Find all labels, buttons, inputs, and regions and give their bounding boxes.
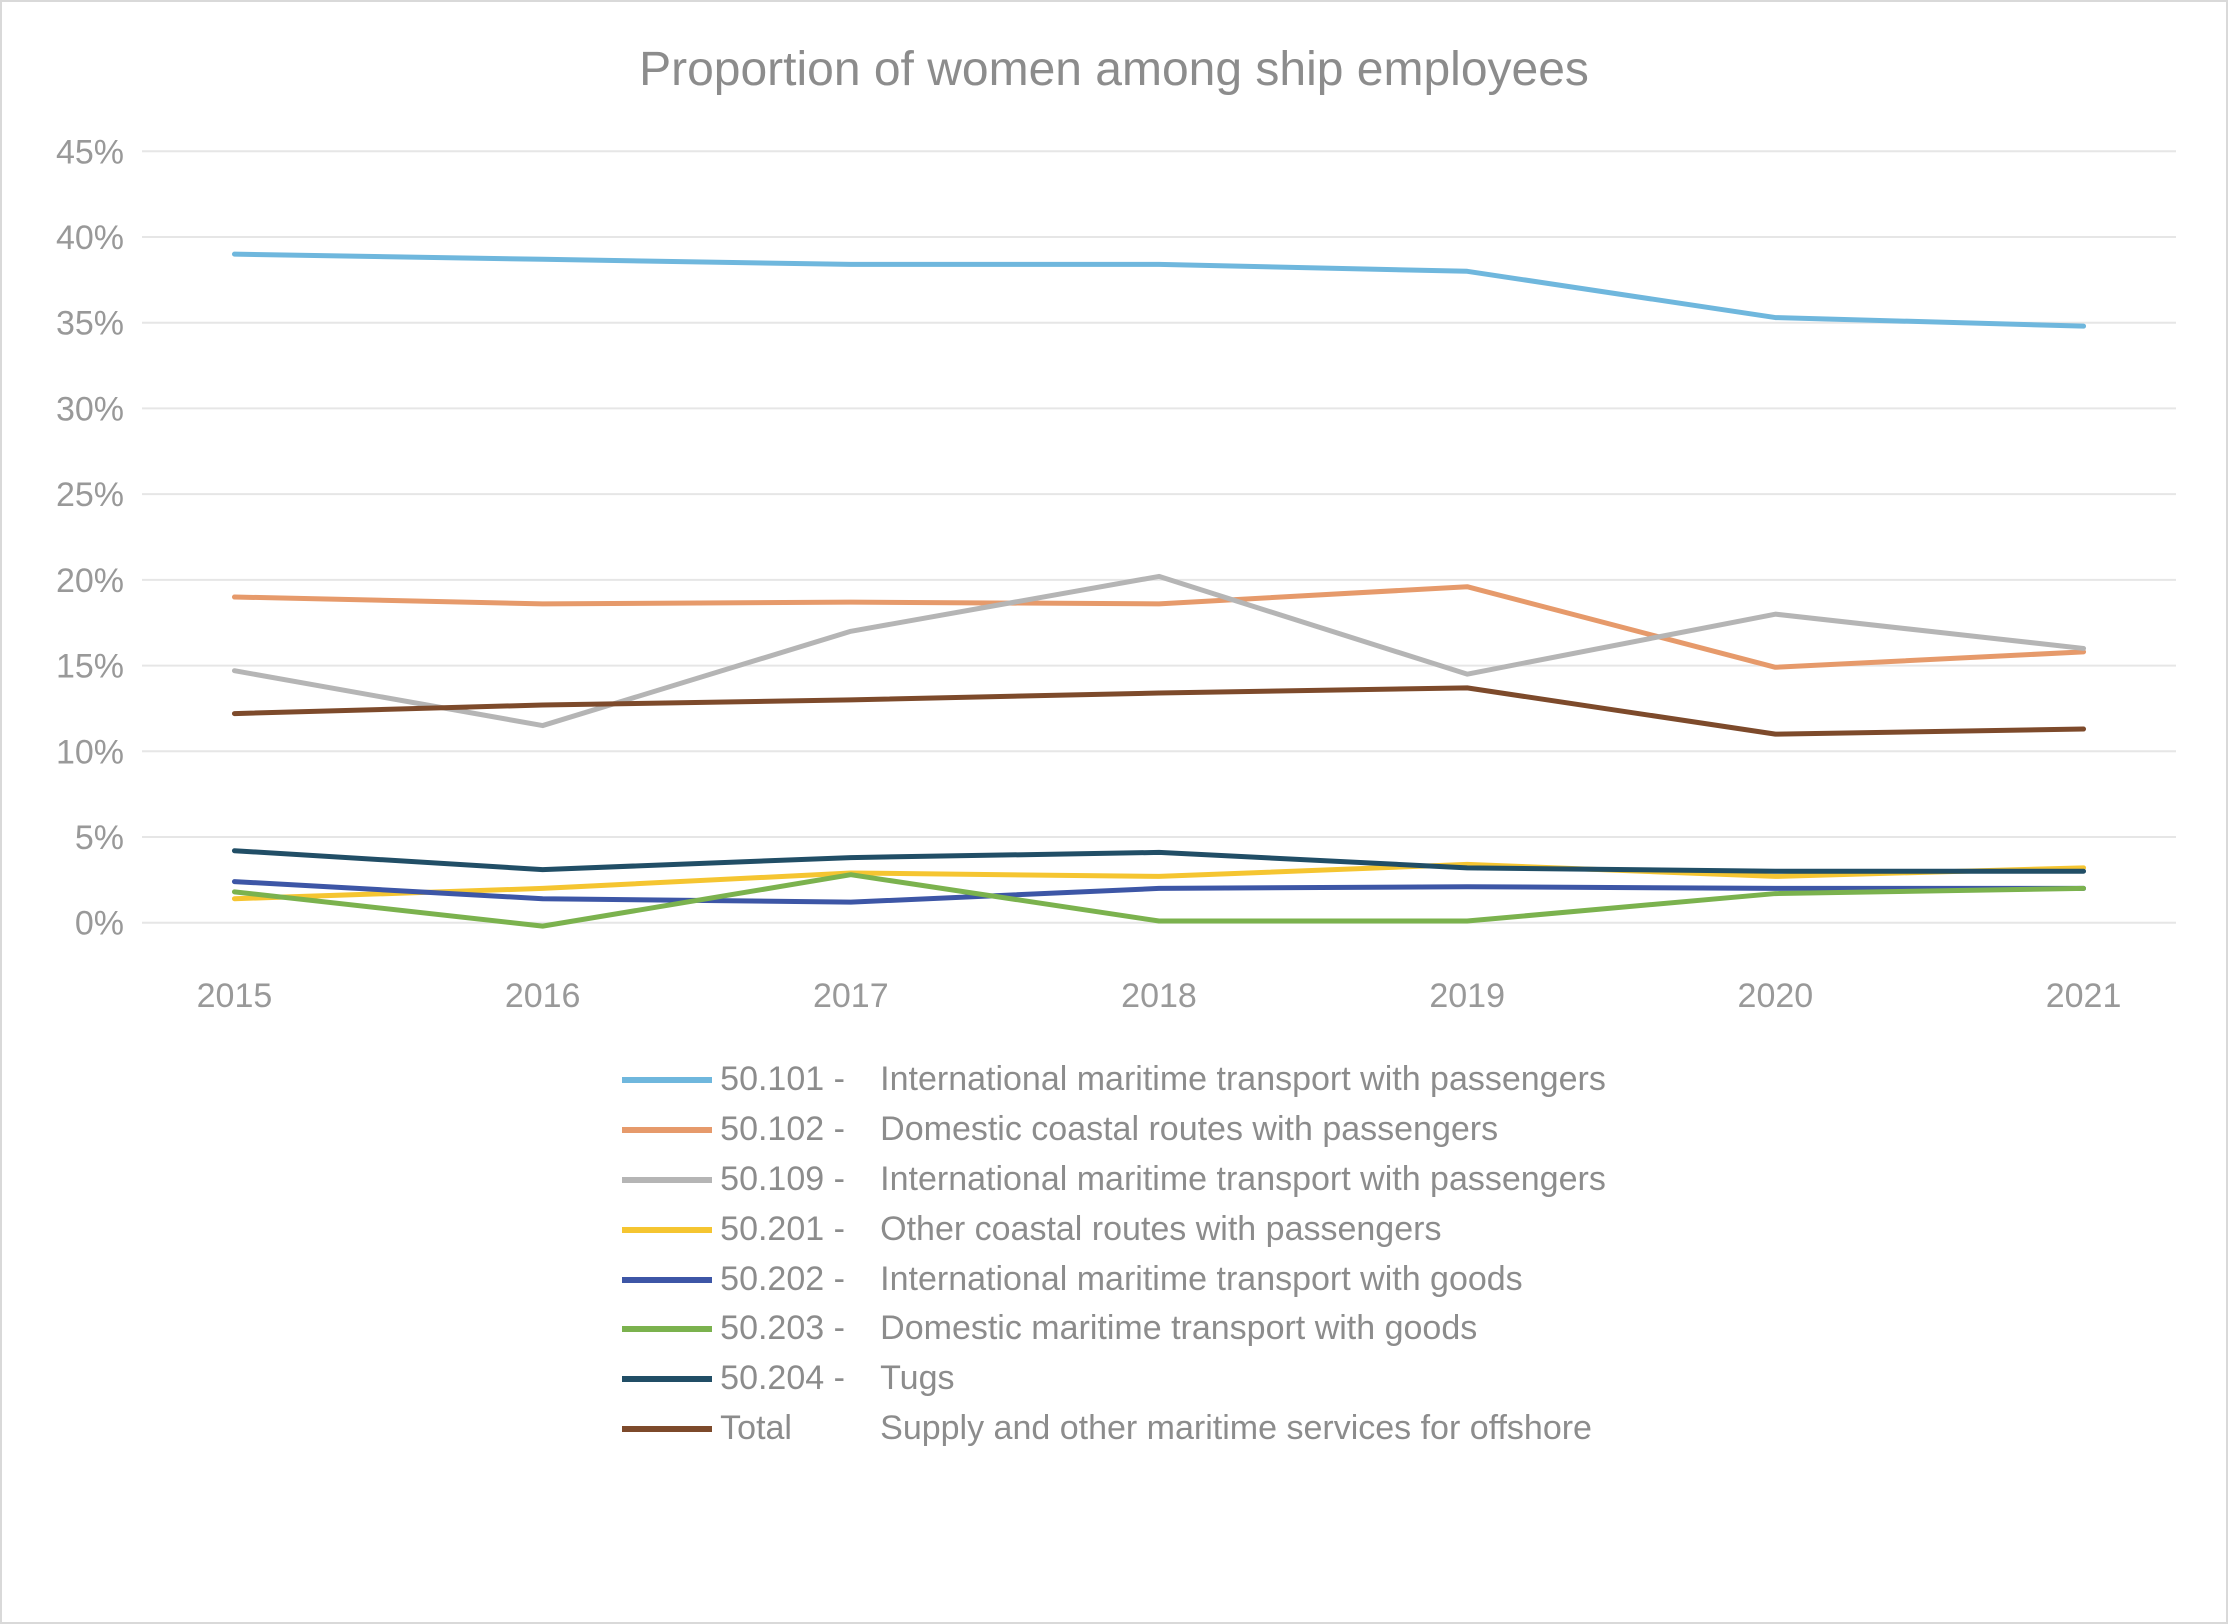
- legend-item: 50.204 - Tugs: [622, 1356, 954, 1402]
- y-tick-label: 10%: [56, 733, 124, 771]
- y-tick-label: 30%: [56, 390, 124, 428]
- legend-code: 50.203 -: [720, 1306, 880, 1352]
- chart-svg: 0% 5% 10% 15% 20% 25% 30% 35% 40% 45% 2015 2016 2017…: [22, 107, 2206, 1027]
- y-tick-label: 45%: [56, 133, 124, 171]
- x-tick-label: 2017: [813, 977, 889, 1015]
- legend-code: 50.102 -: [720, 1107, 880, 1153]
- legend-label: Supply and other maritime services for o…: [880, 1406, 1592, 1452]
- legend-label: Tugs: [880, 1356, 954, 1402]
- x-tick-label: 2018: [1121, 977, 1197, 1015]
- legend-code: 50.101 -: [720, 1057, 880, 1103]
- series-s50109: [234, 576, 2083, 725]
- legend-item: 50.109 - International maritime transpor…: [622, 1157, 1606, 1203]
- y-tick-label: 40%: [56, 219, 124, 257]
- legend-label: Other coastal routes with passengers: [880, 1207, 1441, 1253]
- legend-code: 50.204 -: [720, 1356, 880, 1402]
- legend-swatch: [622, 1376, 712, 1382]
- legend-swatch: [622, 1426, 712, 1432]
- legend-code: 50.201 -: [720, 1207, 880, 1253]
- chart-legend: 50.101 - International maritime transpor…: [622, 1057, 1606, 1452]
- legend-item: 50.201 - Other coastal routes with passe…: [622, 1207, 1441, 1253]
- y-tick-label: 5%: [75, 819, 124, 857]
- legend-swatch: [622, 1077, 712, 1083]
- legend-code: Total: [720, 1406, 880, 1452]
- x-tick-label: 2015: [197, 977, 273, 1015]
- legend-swatch: [622, 1177, 712, 1183]
- legend-item: 50.202 - International maritime transpor…: [622, 1257, 1523, 1303]
- y-tick-label: 20%: [56, 562, 124, 600]
- legend-item: 50.102 - Domestic coastal routes with pa…: [622, 1107, 1498, 1153]
- legend-label: International maritime transport with pa…: [880, 1057, 1606, 1103]
- chart-plot: 0% 5% 10% 15% 20% 25% 30% 35% 40% 45% 2015 2016 2017…: [22, 107, 2206, 1027]
- legend-label: International maritime transport with go…: [880, 1257, 1523, 1303]
- chart-title: Proportion of women among ship employees: [22, 42, 2206, 97]
- series-sTotal: [234, 688, 2083, 734]
- x-tick-label: 2020: [1738, 977, 1814, 1015]
- series-s50204: [234, 851, 2083, 872]
- chart-card: Proportion of women among ship employees…: [0, 0, 2228, 1624]
- x-tick-label: 2016: [505, 977, 581, 1015]
- series-s50102: [234, 587, 2083, 668]
- legend-swatch: [622, 1127, 712, 1133]
- series-s50101: [234, 254, 2083, 326]
- y-tick-label: 35%: [56, 305, 124, 343]
- y-tick-label: 15%: [56, 648, 124, 686]
- legend-swatch: [622, 1277, 712, 1283]
- legend-label: Domestic coastal routes with passengers: [880, 1107, 1498, 1153]
- legend-item: 50.203 - Domestic maritime transport wit…: [622, 1306, 1477, 1352]
- y-tick-label: 25%: [56, 476, 124, 514]
- legend-item: 50.101 - International maritime transpor…: [622, 1057, 1606, 1103]
- y-tick-label: 0%: [75, 905, 124, 943]
- legend-label: Domestic maritime transport with goods: [880, 1306, 1477, 1352]
- legend-item: Total Supply and other maritime services…: [622, 1406, 1592, 1452]
- legend-code: 50.202 -: [720, 1257, 880, 1303]
- legend-label: International maritime transport with pa…: [880, 1157, 1606, 1203]
- legend-code: 50.109 -: [720, 1157, 880, 1203]
- legend-swatch: [622, 1326, 712, 1332]
- legend-swatch: [622, 1227, 712, 1233]
- x-tick-label: 2021: [2046, 977, 2122, 1015]
- series-s50203: [234, 875, 2083, 926]
- x-tick-label: 2019: [1429, 977, 1505, 1015]
